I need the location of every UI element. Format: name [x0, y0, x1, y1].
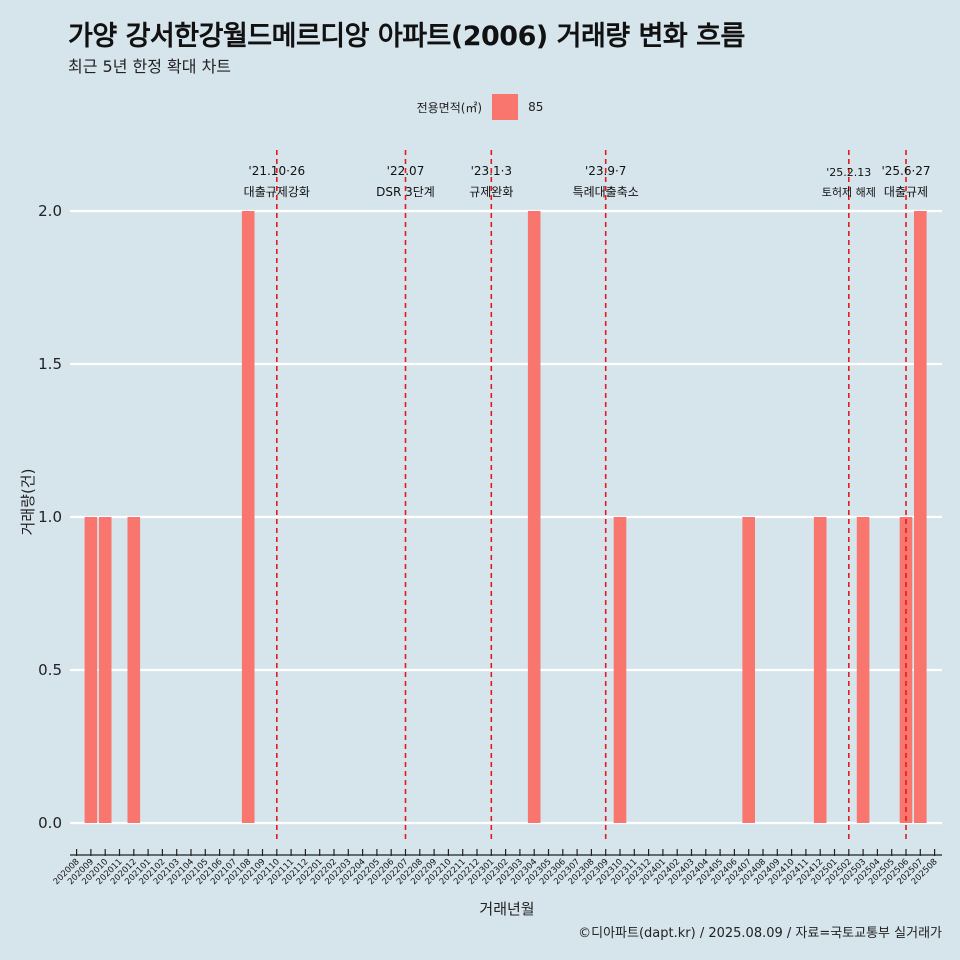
source-caption: ©디아파트(dapt.kr) / 2025.08.09 / 자료=국토교통부 실…	[578, 926, 942, 941]
y-axis-title: 거래량(건)	[19, 469, 37, 536]
y-tick-label: 0.5	[38, 661, 62, 679]
gridlines	[70, 209, 942, 825]
bar-202506	[899, 517, 913, 823]
y-tick-label: 2.0	[38, 202, 62, 220]
bar-202310	[613, 517, 627, 823]
y-tick-label: 1.0	[38, 508, 62, 526]
bar-202507	[914, 211, 927, 823]
event-label-3: 특례대출축소	[573, 185, 639, 199]
event-markers: '21.10·26 대출규제강화 '22.07 DSR 3단계 '23.1·3 규제완화 '…	[244, 150, 931, 843]
event-date-2: '23.1·3	[471, 164, 512, 178]
event-label-5: 대출규제	[884, 185, 928, 199]
event-label-4: 토허제 해제	[822, 185, 876, 199]
bar-202503	[856, 517, 870, 823]
bar-202010	[98, 517, 112, 823]
bar-202108	[241, 211, 255, 823]
event-label-2: 규제완화	[469, 185, 513, 199]
event-label-0: 대출규제강화	[244, 185, 310, 199]
event-date-1: '22.07	[387, 164, 425, 178]
event-label-1: DSR 3단계	[376, 185, 435, 199]
bar-202412	[813, 517, 827, 823]
event-date-3: '23.9·7	[585, 164, 626, 178]
legend-title: 전용면적(㎡)	[416, 100, 483, 115]
event-date-4: '25.2.13	[826, 166, 871, 179]
bars	[84, 211, 927, 823]
bar-202009	[84, 517, 98, 823]
event-date-0: '21.10·26	[248, 164, 305, 178]
legend-entry-85: 85	[528, 100, 544, 114]
legend: 전용면적(㎡) 85	[0, 94, 960, 120]
axes: 0.00.51.01.52.02020082020092020102020112…	[38, 202, 942, 887]
legend-swatch	[492, 94, 519, 120]
event-date-5: '25.6·27	[881, 164, 930, 178]
y-tick-label: 1.5	[38, 355, 62, 373]
y-tick-label: 0.0	[38, 814, 62, 832]
bar-202304	[527, 211, 541, 823]
chart-subtitle: 최근 5년 한정 확대 차트	[68, 57, 232, 76]
bar-202407	[742, 517, 755, 823]
x-axis-title: 거래년월	[479, 900, 534, 918]
bar-202012	[127, 517, 141, 823]
chart-title: 가양 강서한강월드메르디앙 아파트(2006) 거래량 변화 흐름	[68, 21, 745, 52]
